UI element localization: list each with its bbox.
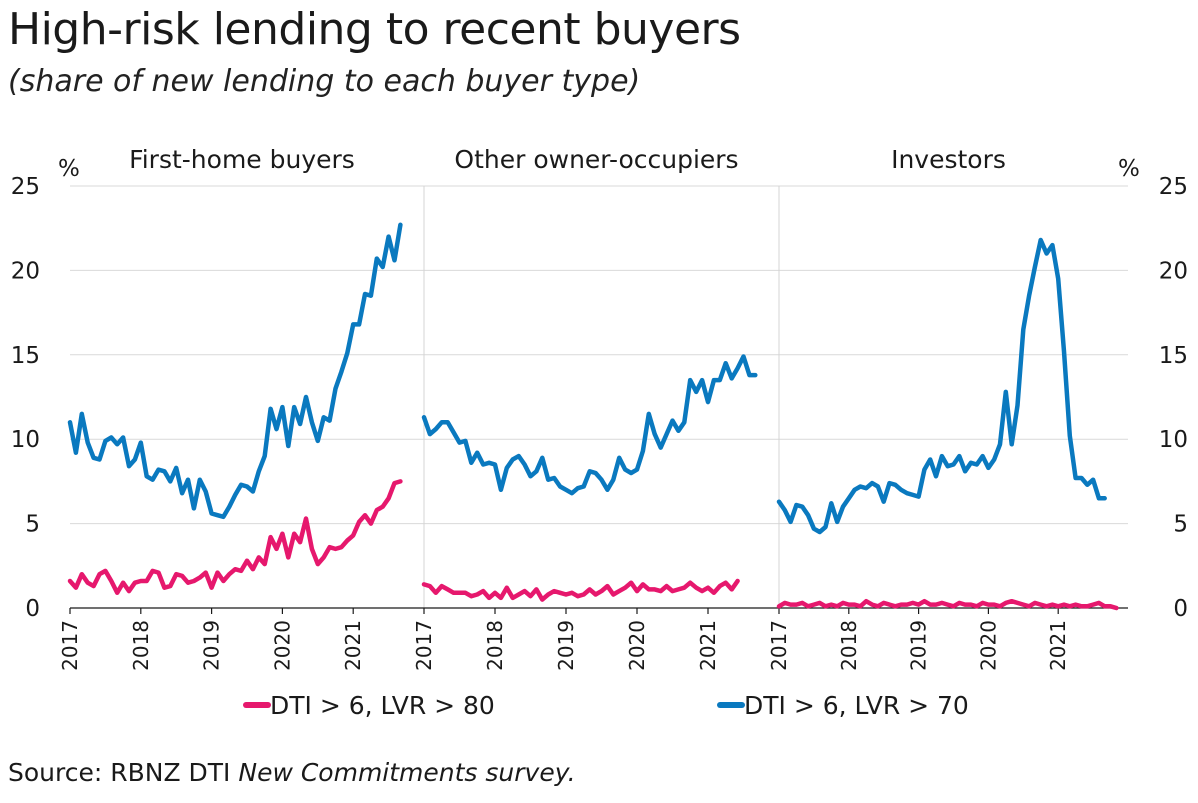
- y-tick-right-10: 10: [1159, 427, 1188, 453]
- y-tick-right-25: 25: [1159, 174, 1188, 200]
- y-unit-left: %: [58, 156, 80, 182]
- y-tick-right-5: 5: [1173, 512, 1188, 538]
- legend-label-2: DTI > 6, LVR > 70: [744, 691, 969, 720]
- series-line-p3-lvr70: [776, 237, 1107, 535]
- chart-title: High-risk lending to recent buyers: [8, 4, 741, 55]
- x-tick-label-p2-2020: 2020: [625, 620, 649, 671]
- source-prefix: Source: RBNZ DTI: [8, 758, 239, 787]
- gridlines: [70, 185, 1128, 608]
- x-tick-label-p2-2021: 2021: [696, 620, 720, 671]
- y-tick-left-15: 15: [11, 343, 40, 369]
- series-lines: [67, 222, 1119, 611]
- x-tick-label-p3-2021: 2021: [1046, 620, 1070, 671]
- panel-title-1: First-home buyers: [129, 145, 355, 174]
- series-line-p2-lvr70: [421, 354, 758, 496]
- x-tick-label-p1-2018: 2018: [129, 620, 153, 671]
- legend: DTI > 6, LVR > 80 DTI > 6, LVR > 70: [243, 691, 969, 720]
- y-tick-left-25: 25: [11, 174, 40, 200]
- x-tick-label-p1-2021: 2021: [341, 620, 365, 671]
- panel-title-2: Other owner-occupiers: [454, 145, 738, 174]
- axes: [69, 607, 1128, 614]
- series-line-p3-lvr80: [776, 598, 1119, 611]
- y-tick-left-20: 20: [11, 258, 40, 284]
- y-tick-right-0: 0: [1173, 596, 1188, 622]
- x-tick-label-p1-2020: 2020: [270, 620, 294, 671]
- y-tick-right-20: 20: [1159, 258, 1188, 284]
- series-line-p1-lvr80: [67, 479, 403, 596]
- chart-subtitle: (share of new lending to each buyer type…: [8, 64, 641, 99]
- y-unit-right: %: [1118, 156, 1140, 182]
- source-note: Source: RBNZ DTI New Commitments survey.: [8, 758, 576, 787]
- series-line-p2-lvr80: [421, 578, 740, 602]
- x-tick-label-p2-2017: 2017: [412, 620, 436, 671]
- y-tick-left-5: 5: [25, 512, 40, 538]
- x-tick-label-p3-2020: 2020: [976, 620, 1000, 671]
- x-tick-label-p3-2018: 2018: [837, 620, 861, 671]
- series-line-p1-lvr70: [67, 222, 403, 520]
- y-tick-left-10: 10: [11, 427, 40, 453]
- y-tick-left-0: 0: [25, 596, 40, 622]
- x-tick-label-p1-2019: 2019: [200, 620, 224, 671]
- legend-label-1: DTI > 6, LVR > 80: [270, 691, 495, 720]
- x-tick-label-p3-2017: 2017: [767, 620, 791, 671]
- x-tick-label-p2-2019: 2019: [554, 620, 578, 671]
- y-tick-right-15: 15: [1159, 343, 1188, 369]
- x-tick-label-p2-2018: 2018: [483, 620, 507, 671]
- panel-title-3: Investors: [891, 145, 1006, 174]
- source-survey-name: New Commitments survey.: [238, 758, 576, 787]
- x-tick-label-p1-2017: 2017: [58, 620, 82, 671]
- x-tick-label-p3-2019: 2019: [907, 620, 931, 671]
